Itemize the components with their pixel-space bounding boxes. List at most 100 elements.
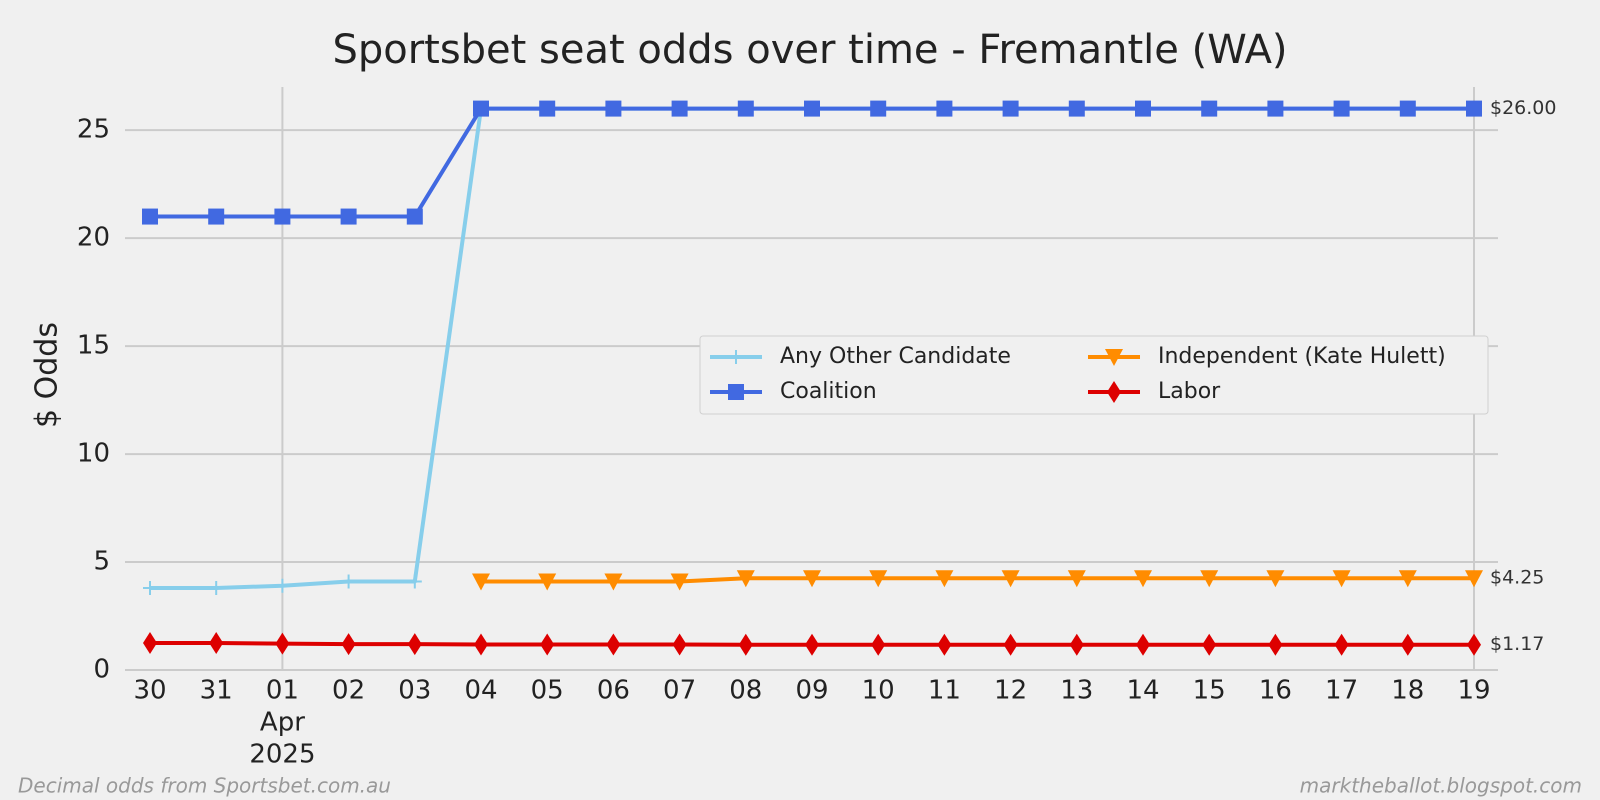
footnote: marktheballot.blogspot.com [1300, 774, 1582, 798]
marker [472, 573, 490, 591]
marker [474, 633, 488, 656]
x-tick-label: 17 [1325, 676, 1358, 706]
x-tick-label: 18 [1391, 676, 1424, 706]
marker [1200, 570, 1219, 588]
marker [1135, 100, 1151, 117]
marker [209, 580, 224, 595]
marker [672, 633, 687, 656]
x-tick-label: 31 [200, 676, 233, 706]
x-tick-label: 02 [332, 676, 365, 706]
marker [1003, 633, 1018, 656]
marker [341, 633, 356, 656]
marker [671, 100, 688, 117]
marker [407, 633, 422, 656]
marker [406, 208, 423, 225]
marker [540, 633, 555, 656]
marker [1134, 570, 1152, 588]
legend: Any Other Candidate Coalition Independent … [699, 335, 1489, 415]
marker [1068, 100, 1085, 117]
marker [1201, 100, 1218, 117]
x-tick-label: 16 [1259, 676, 1292, 706]
marker [1105, 349, 1123, 366]
marker [728, 384, 744, 400]
x-tick-label: 04 [464, 676, 497, 706]
series-line [481, 576, 1474, 584]
y-tick-label: 5 [93, 547, 110, 577]
marker [1067, 570, 1086, 588]
marker [1467, 633, 1481, 656]
marker [1332, 570, 1351, 588]
marker [1002, 100, 1019, 117]
x-tick-label: 05 [531, 676, 564, 706]
marker [274, 208, 291, 225]
legend-label: Labor [1158, 379, 1221, 404]
marker [870, 100, 887, 117]
marker [737, 100, 754, 117]
marker [143, 580, 157, 595]
marker [1398, 570, 1417, 588]
y-tick-label: 25 [77, 115, 110, 145]
x-tick-label: 10 [862, 676, 895, 706]
marker [805, 633, 819, 656]
y-tick-label: 20 [77, 223, 110, 253]
marker [1001, 570, 1020, 588]
y-tick-label: 10 [77, 439, 110, 469]
marker [605, 100, 622, 117]
value-label: $1.17 [1490, 633, 1544, 655]
marker [209, 632, 224, 655]
marker [539, 100, 556, 117]
marker [1465, 570, 1483, 588]
legend-label: Coalition [780, 379, 877, 404]
marker [871, 633, 886, 656]
x-tick-label: 30 [133, 676, 166, 706]
marker [275, 578, 290, 593]
marker [341, 574, 356, 589]
y-tick-label: 0 [93, 655, 110, 685]
marker [670, 573, 689, 591]
x-tick-label: 03 [398, 676, 431, 706]
marker [738, 633, 753, 656]
marker [1266, 570, 1285, 588]
y-axis-label: $ Odds [30, 322, 65, 428]
legend-box [699, 335, 1489, 415]
x-month-label: Apr [260, 708, 305, 738]
marker [340, 208, 357, 225]
marker [538, 573, 557, 591]
x-tick-label: 08 [729, 676, 762, 706]
marker [804, 100, 820, 117]
x-tick-label: 06 [597, 676, 630, 706]
marker [407, 574, 422, 589]
marker [142, 208, 158, 225]
marker [208, 208, 225, 225]
x-tick-label: 12 [994, 676, 1027, 706]
x-tick-label: 09 [795, 676, 828, 706]
chart-title: Sportsbet seat odds over time - Fremantl… [332, 27, 1287, 73]
marker [935, 570, 954, 588]
y-tick-label: 15 [77, 331, 110, 361]
marker [937, 633, 952, 656]
marker [1400, 633, 1415, 656]
x-tick-label: 15 [1193, 676, 1226, 706]
legend-label: Any Other Candidate [780, 344, 1011, 369]
marker [1267, 100, 1284, 117]
x-tick-label: 14 [1126, 676, 1159, 706]
marker [1334, 633, 1349, 656]
legend-label: Independent (Kate Hulett) [1158, 344, 1446, 369]
x-tick-label: 11 [928, 676, 961, 706]
value-label: $4.25 [1490, 567, 1544, 589]
marker [1333, 100, 1350, 117]
marker [1202, 633, 1217, 656]
x-tick-label: 07 [663, 676, 696, 706]
marker [729, 350, 743, 364]
marker [1136, 633, 1150, 656]
marker [803, 570, 821, 588]
marker [1466, 100, 1482, 117]
x-tick-label: 01 [266, 676, 299, 706]
marker [936, 100, 953, 117]
x-tick-label: 19 [1457, 676, 1490, 706]
marker [275, 632, 290, 655]
x-tick-label: 13 [1060, 676, 1093, 706]
marker [736, 570, 755, 588]
